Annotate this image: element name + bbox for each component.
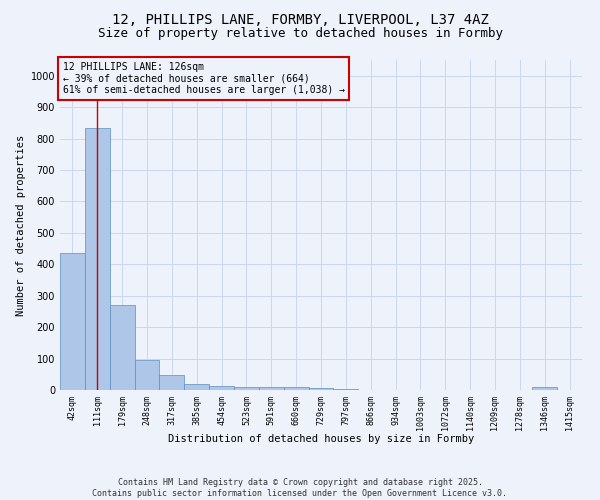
Text: Contains HM Land Registry data © Crown copyright and database right 2025.
Contai: Contains HM Land Registry data © Crown c… [92,478,508,498]
Text: 12, PHILLIPS LANE, FORMBY, LIVERPOOL, L37 4AZ: 12, PHILLIPS LANE, FORMBY, LIVERPOOL, L3… [112,12,488,26]
Bar [284,387,308,390]
Bar [234,387,259,390]
Bar [134,360,160,390]
Bar [259,388,284,390]
Bar [532,387,557,390]
Bar [85,128,110,390]
Text: Size of property relative to detached houses in Formby: Size of property relative to detached ho… [97,28,503,40]
Y-axis label: Number of detached properties: Number of detached properties [16,134,26,316]
Bar [60,254,85,390]
X-axis label: Distribution of detached houses by size in Formby: Distribution of detached houses by size … [168,434,474,444]
Text: 12 PHILLIPS LANE: 126sqm
← 39% of detached houses are smaller (664)
61% of semi-: 12 PHILLIPS LANE: 126sqm ← 39% of detach… [62,62,344,95]
Bar [184,384,209,390]
Bar [160,375,184,390]
Bar [209,386,234,390]
Bar [110,305,134,390]
Bar [308,388,334,390]
